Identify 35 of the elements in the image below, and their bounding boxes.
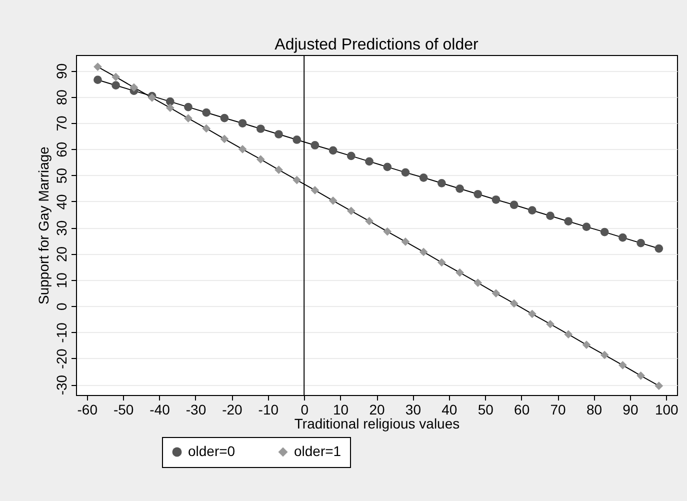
x-tick-label: 70 — [550, 402, 566, 418]
x-tick-label: -10 — [258, 402, 279, 418]
y-tick-label: 80 — [54, 89, 70, 106]
x-tick-label: -40 — [150, 402, 170, 418]
x-tick-label: 30 — [405, 402, 422, 418]
x-tick-label: -20 — [222, 402, 243, 418]
y-tick-label: 10 — [54, 272, 70, 288]
y-tick-label: 40 — [54, 194, 70, 210]
y-tick-label: 60 — [54, 142, 70, 158]
y-tick-label: 20 — [54, 246, 70, 262]
x-tick-label: 90 — [622, 402, 638, 418]
chart-title: Adjusted Predictions of older — [274, 36, 480, 54]
x-tick-label: 10 — [333, 402, 349, 418]
x-tick-label: -30 — [186, 402, 206, 418]
x-tick-label: 60 — [514, 402, 530, 418]
y-tick-label: 30 — [54, 220, 70, 236]
x-tick-label: 50 — [478, 402, 494, 418]
x-tick-label: 80 — [586, 402, 602, 418]
y-tick-label: -30 — [54, 374, 70, 396]
y-axis-title: Support for Gay Marriage — [36, 146, 52, 304]
legend-label: older=1 — [294, 443, 342, 459]
x-tick-label: -50 — [113, 402, 134, 418]
x-tick-label: 100 — [654, 402, 679, 418]
legend-label: older=0 — [188, 443, 236, 459]
x-tick-label: 20 — [369, 402, 385, 418]
y-tick-label: 50 — [54, 168, 70, 184]
x-axis-title: Traditional religious values — [294, 416, 460, 432]
x-tick-label: 40 — [442, 402, 458, 418]
x-tick-label: -60 — [77, 402, 98, 418]
y-tick-label: 0 — [54, 302, 70, 310]
y-tick-label: -20 — [54, 348, 70, 369]
y-tick-label: -10 — [54, 322, 70, 343]
y-tick-label: 70 — [54, 116, 70, 132]
y-tick-label: 90 — [54, 63, 70, 79]
x-tick-label: 0 — [300, 402, 309, 418]
